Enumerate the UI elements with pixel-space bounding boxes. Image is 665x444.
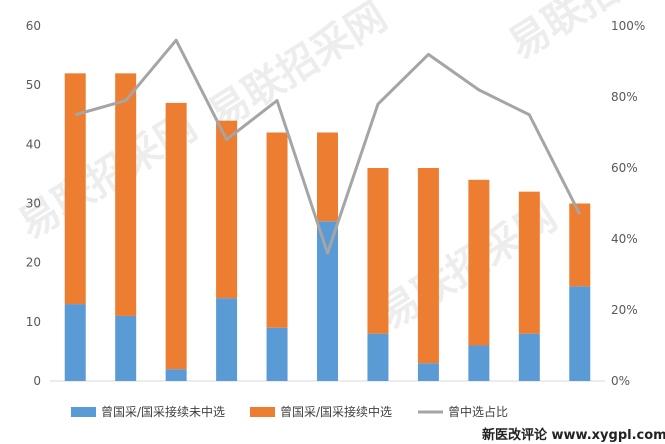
legend: 曾国采/国采接续未中选 曾国采/国采接续中选 曾中选占比 [71, 404, 508, 419]
bar-selected [518, 191, 540, 334]
bar-selected [417, 168, 439, 364]
y-left-tick-label: 40 [26, 137, 41, 151]
legend-label: 曾国采/国采接续中选 [280, 404, 392, 419]
y-left-tick-labels: 0 10 20 30 40 50 60 [26, 19, 41, 388]
bar-unselected [216, 298, 238, 381]
bar-selected [367, 168, 389, 334]
y-right-tick-labels: 0% 20% 40% 60% 80% 100% [611, 19, 645, 388]
bar-selected [266, 132, 288, 328]
bar-unselected [266, 327, 288, 381]
bar-selected [317, 132, 338, 222]
y-right-tick-label: 40% [611, 232, 638, 246]
bar-unselected [165, 369, 187, 381]
legend-swatch [71, 407, 96, 417]
y-right-tick-label: 80% [611, 90, 638, 104]
bar-selected [165, 102, 187, 370]
bar-selected [115, 73, 137, 316]
bar-unselected [569, 286, 591, 381]
legend-label: 曾国采/国采接续未中选 [101, 404, 225, 419]
bar-selected [64, 73, 86, 305]
y-left-tick-label: 60 [26, 19, 41, 33]
watermark-text: 易联招采网 [201, 0, 395, 138]
bar-selected [569, 203, 591, 287]
bars [64, 73, 591, 381]
footer-watermark: 新医改评论 www.xygpl.com [482, 427, 665, 443]
bar-unselected [115, 315, 137, 381]
bar-selected [216, 120, 238, 299]
ratio-line [74, 38, 582, 255]
legend-swatch [250, 407, 275, 417]
y-left-tick-label: 50 [26, 78, 41, 92]
y-right-tick-label: 60% [611, 161, 638, 175]
y-left-tick-label: 30 [26, 197, 41, 211]
y-left-tick-label: 20 [26, 256, 41, 270]
watermark-text: 易联招采网 [501, 0, 665, 68]
y-right-tick-label: 100% [611, 19, 645, 33]
y-left-tick-label: 0 [33, 374, 41, 388]
bar-unselected [518, 333, 540, 381]
bar-unselected [317, 221, 338, 381]
bar-unselected [367, 333, 389, 381]
bar-selected [468, 179, 490, 346]
y-right-tick-label: 0% [611, 374, 630, 388]
bar-unselected [64, 304, 86, 381]
legend-label: 曾中选占比 [448, 404, 508, 419]
bar-unselected [468, 345, 490, 381]
bar-unselected [417, 363, 439, 381]
y-left-tick-label: 10 [26, 315, 41, 329]
y-right-tick-label: 20% [611, 303, 638, 317]
